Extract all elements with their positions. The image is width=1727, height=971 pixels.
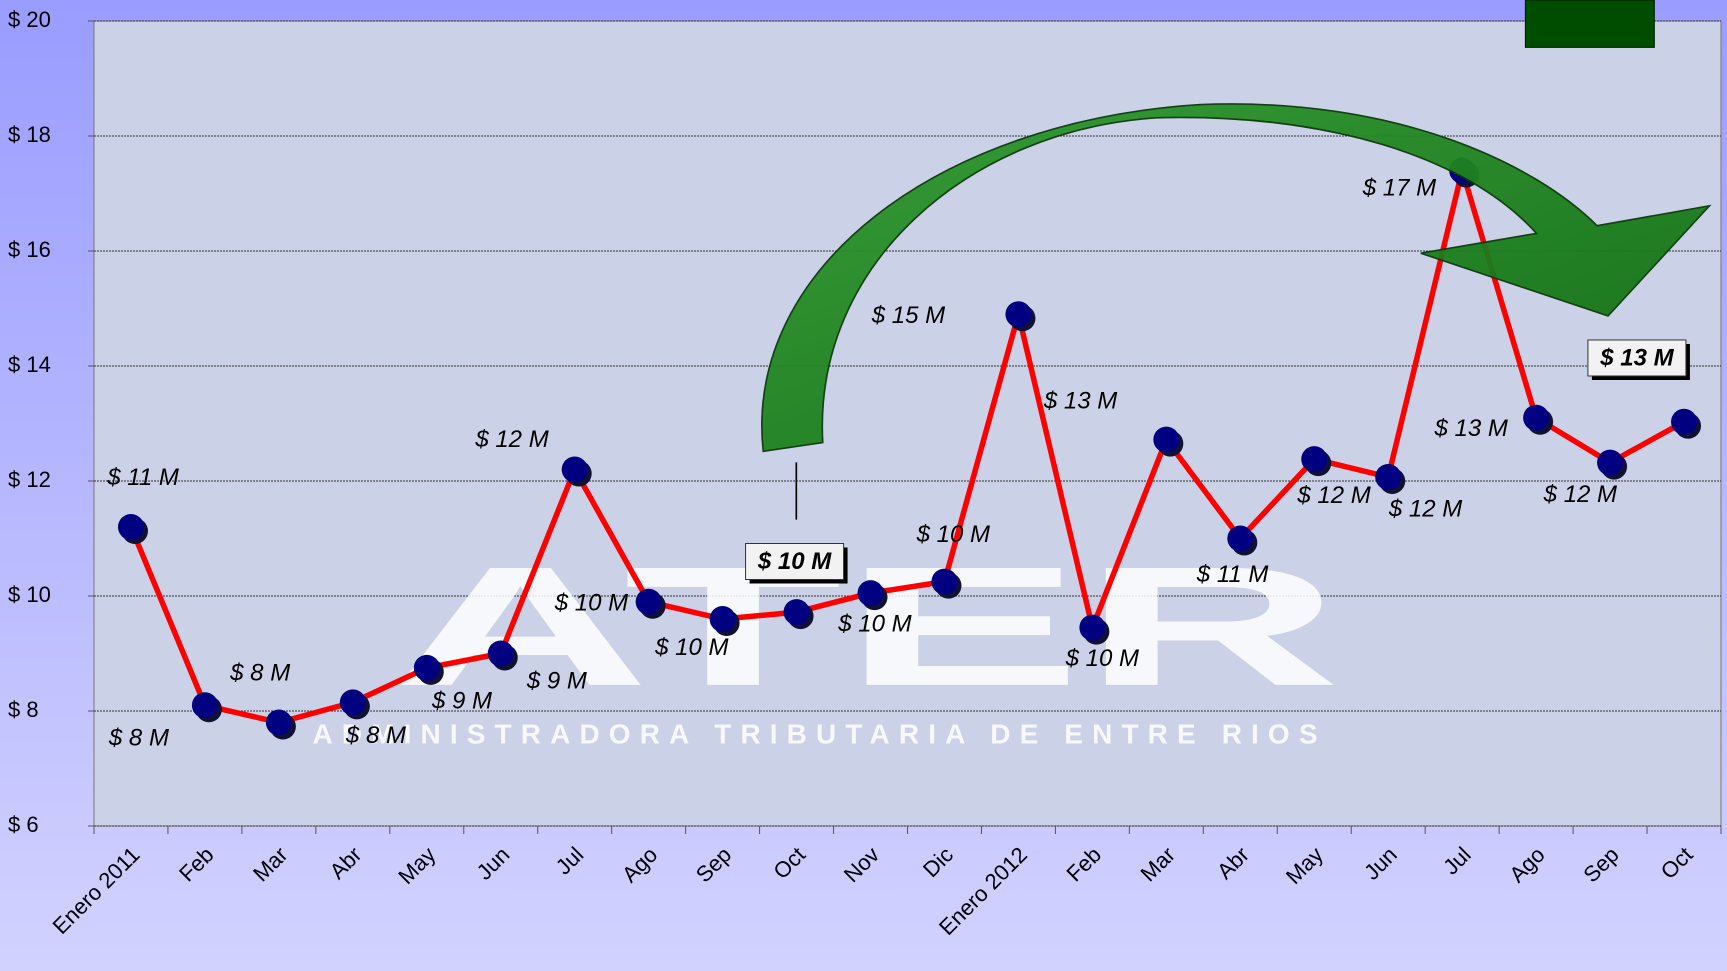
value-label: $ 10 M [837,610,911,637]
series-line [128,167,1686,726]
y-tick-label: $ 6 [8,812,39,837]
marker [709,606,736,632]
value-label: $ 17 M [1362,175,1436,202]
value-label: $ 10 M [654,634,728,661]
watermark: ATER ADMINISTRADORA TRIBUTARIA DE ENTRE … [313,532,1342,749]
marker [487,640,514,667]
y-tick-label: $ 18 [8,122,51,147]
marker [1227,525,1254,552]
marker [265,709,292,736]
value-label: $ 10 M [1065,645,1139,672]
value-label: $ 9 M [526,667,587,694]
marker [1671,408,1698,435]
y-tick-label: $ 10 [8,582,51,607]
value-label: $ 12 M [1388,495,1462,522]
label-box [1587,339,1687,377]
curved-arrow [761,103,1712,453]
watermark-logo: ATER [391,532,1341,722]
value-label: $ 13 M [1043,388,1117,415]
y-tick-label: $ 12 [8,467,51,492]
decoration [761,0,1712,520]
value-label: $ 8 M [345,722,406,749]
value-label: $ 10 M [757,548,832,575]
y-tick-label: $ 14 [8,352,51,377]
y-tick-label: $ 20 [8,7,51,32]
value-label: $ 9 M [431,687,492,714]
marker [1079,614,1106,641]
value-label: $ 11 M [106,464,179,491]
value-label: $ 8 M [229,659,290,686]
label-box [745,543,845,580]
value-label: $ 10 M [916,521,990,548]
marker [1153,426,1180,453]
y-tick-label: $ 16 [8,237,51,262]
marker [413,654,440,681]
marker [931,568,958,595]
marker [857,580,884,607]
marker [1005,301,1032,328]
value-label: $ 11 M [1196,561,1269,588]
green-box [1524,0,1655,48]
marker [783,599,810,626]
marker [191,692,218,719]
marker [1301,446,1328,473]
marker [1597,449,1624,476]
y-tick-label: $ 8 [8,697,39,722]
marker [1375,463,1402,490]
marker [339,689,366,716]
value-label: $ 12 M [1296,482,1370,509]
marker [117,514,144,540]
value-label: $ 8 M [108,725,169,752]
value-label: $ 10 M [554,589,628,616]
value-label: $ 12 M [1543,481,1617,508]
value-label: $ 13 M [1599,344,1674,371]
value-label: $ 12 M [474,426,548,453]
value-label: $ 15 M [871,302,945,329]
marker [561,456,588,483]
value-label: $ 13 M [1434,415,1508,442]
marker [1523,404,1550,431]
marker [635,588,662,615]
